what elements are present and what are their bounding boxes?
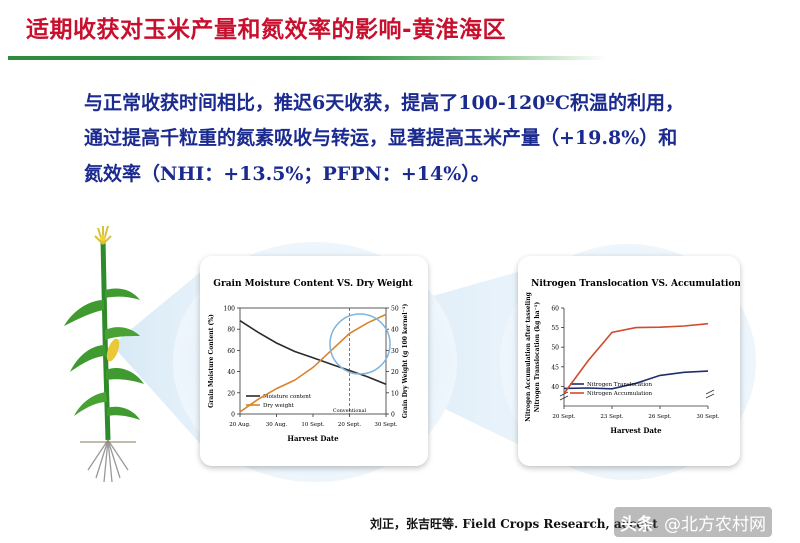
- y2-axis-label: Nitrogen Translocation (kg ha⁻¹): [534, 302, 541, 413]
- series-line-1: [563, 370, 709, 390]
- y-tick-label: 60: [227, 348, 235, 355]
- y2-tick-label: 10: [391, 390, 399, 397]
- legend-label-1: Nitrogen Translocation: [587, 382, 652, 388]
- summary-line-1: 与正常收获时间相比，推迟6天收获，提高了100-120ºC积温的利用，: [84, 92, 685, 114]
- y-tick-label: 20: [227, 390, 235, 397]
- y-tick-label: 0: [231, 412, 235, 419]
- x-axis-label: Harvest Date: [610, 426, 662, 435]
- title-underline: [8, 56, 606, 60]
- slide-title: 适期收获对玉米产量和氮效率的影响-黄淮海区: [26, 17, 507, 43]
- chart-panel-moisture: Grain Moisture Content VS. Dry Weight 0 20…: [200, 256, 428, 466]
- plot-frame: [239, 307, 387, 415]
- y-tick-label: 45: [551, 364, 559, 371]
- summary-line-3: 氮效率（NHI：+13.5%；PFPN：+14%）。: [84, 163, 490, 185]
- y-tick-label: 100: [224, 306, 236, 313]
- y2-tick-label: 0: [391, 412, 395, 419]
- conventional-label: Conventional: [333, 408, 367, 414]
- legend-label-2: Dry weight: [263, 403, 295, 409]
- watermark-handle: @北方农村网: [664, 514, 766, 535]
- x-tick-label: 30 Aug.: [266, 422, 288, 428]
- x-tick-label: 20 Sept.: [338, 422, 362, 428]
- y-axis-break: [559, 391, 569, 401]
- chart-title: Grain Moisture Content VS. Dry Weight: [213, 279, 413, 289]
- series-line-2: [239, 313, 387, 413]
- chart-panel-nitrogen: Nitrogen Translocation VS. Accumulation 4…: [518, 256, 741, 466]
- y2-axis-break: [705, 389, 715, 399]
- x-tick-label: 30 Sept.: [374, 422, 398, 428]
- y-axis-label: Grain Moisture Content (%): [208, 314, 215, 408]
- x-tick-label: 23 Sept.: [600, 414, 624, 420]
- x-tick-label: 26 Sept.: [648, 414, 672, 420]
- legend-label-1: Moisture content: [263, 394, 312, 400]
- x-tick-label: 10 Sept.: [301, 422, 325, 428]
- y2-axis-label: Grain Dry Weight (g 100 kernel⁻¹): [402, 304, 409, 419]
- y2-tick-label: 50: [391, 306, 399, 313]
- y-tick-label: 60: [551, 306, 559, 313]
- y-tick-label: 40: [551, 384, 559, 391]
- corn-plant-illustration: [64, 225, 144, 483]
- watermark-brand: 头条: [620, 514, 654, 535]
- x-tick-label: 30 Sept.: [696, 414, 720, 420]
- y-axis-label: Nitrogen Accumulation after tasseling: [525, 291, 532, 421]
- y-tick-label: 80: [227, 327, 235, 334]
- y2-tick-label: 20: [391, 369, 399, 376]
- y-tick-label: 50: [551, 345, 559, 352]
- x-tick-label: 20 Sept.: [552, 414, 576, 420]
- y2-tick-label: 30: [391, 348, 399, 355]
- chart-title: Nitrogen Translocation VS. Accumulation: [531, 279, 740, 289]
- nitrogen-chart: Nitrogen Translocation VS. Accumulation 4…: [525, 279, 741, 435]
- citation: 刘正，张吉旺等. Field Crops Research, accept: [370, 517, 658, 531]
- y-tick-label: 40: [227, 369, 235, 376]
- watermark: 头条 @北方农村网: [614, 507, 772, 537]
- summary-line-2: 通过提高千粒重的氮素吸收与转运，显著提高玉米产量（+19.8%）和: [84, 127, 678, 149]
- moisture-dryweight-chart: Grain Moisture Content VS. Dry Weight 0 20…: [208, 279, 414, 443]
- y2-tick-label: 40: [391, 327, 399, 334]
- y-tick-label: 55: [551, 325, 559, 332]
- legend-label-2: Nitrogen Accumulation: [587, 391, 653, 397]
- series-line-2: [563, 322, 709, 394]
- series-line-1: [239, 320, 387, 386]
- x-axis-label: Harvest Date: [287, 434, 339, 443]
- x-tick-label: 20 Aug.: [229, 422, 251, 428]
